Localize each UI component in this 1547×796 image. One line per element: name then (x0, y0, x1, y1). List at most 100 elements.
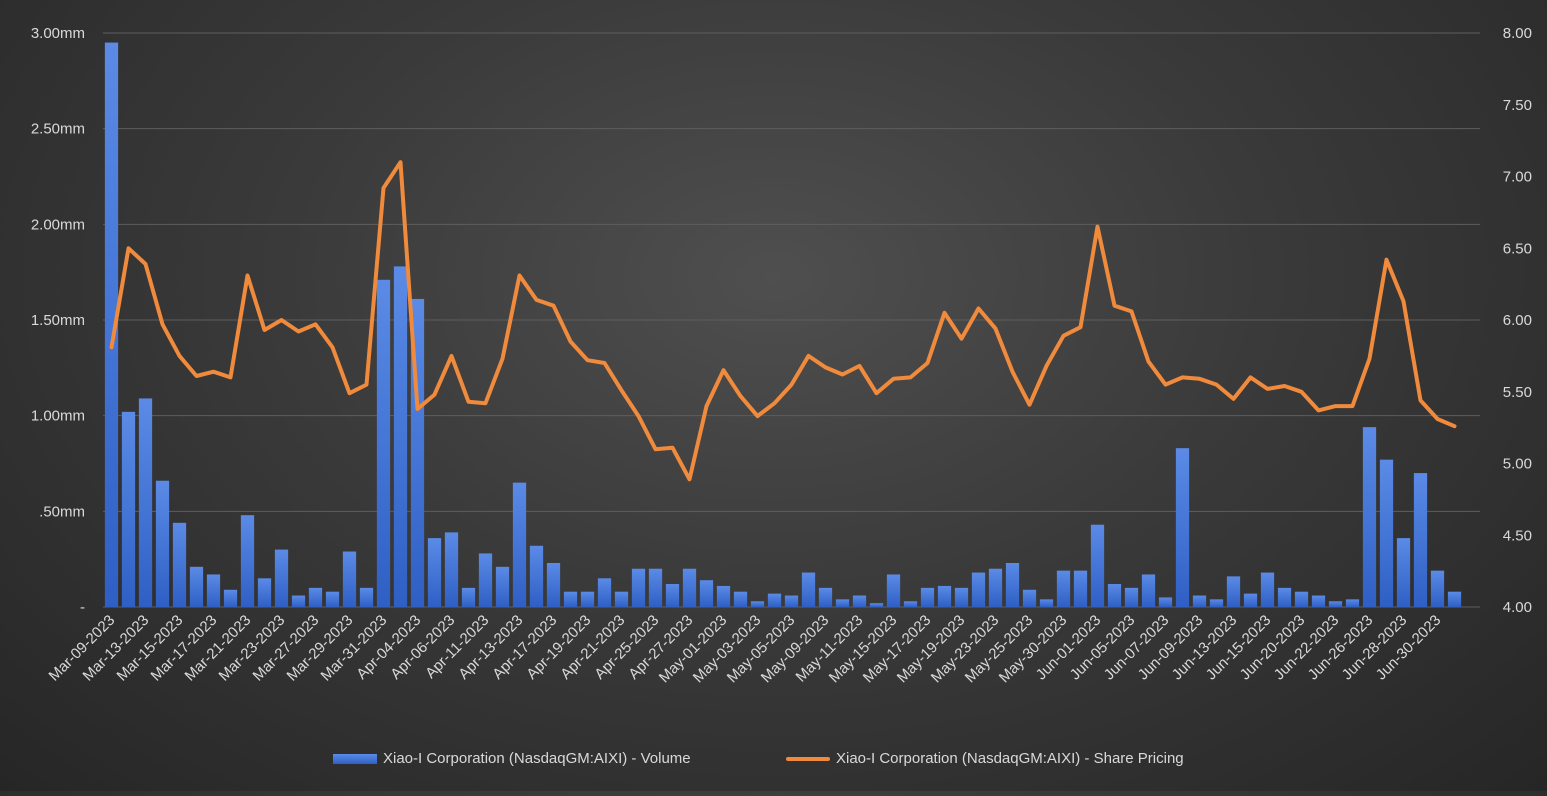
volume-bar (121, 411, 136, 607)
left-axis-tick-label: 2.50mm (31, 121, 85, 138)
volume-bar (189, 566, 204, 607)
volume-bar (308, 587, 323, 607)
volume-bar (1158, 597, 1173, 607)
volume-bar (1209, 599, 1224, 607)
legend-label-price: Xiao-I Corporation (NasdaqGM:AIXI) - Sha… (836, 750, 1184, 767)
right-axis-tick-label: 6.50 (1503, 240, 1532, 257)
volume-bar (529, 545, 544, 607)
volume-bar (1141, 574, 1156, 607)
volume-bar (257, 578, 272, 607)
left-axis-tick-label: - (80, 599, 85, 616)
legend: Xiao-I Corporation (NasdaqGM:AIXI) - Vol… (0, 750, 1547, 772)
volume-bar (1005, 562, 1020, 607)
volume-bar (461, 587, 476, 607)
volume-bar (1260, 572, 1275, 607)
volume-bar (223, 589, 238, 607)
volume-bar (1413, 473, 1428, 607)
volume-bar (1362, 427, 1377, 607)
volume-bar (835, 599, 850, 607)
volume-bar (580, 591, 595, 607)
volume-bar (206, 574, 221, 607)
price-line (109, 160, 1457, 482)
legend-item-price: Xiao-I Corporation (NasdaqGM:AIXI) - Sha… (786, 750, 1184, 767)
volume-bar (988, 568, 1003, 607)
volume-bar (1430, 570, 1445, 607)
volume-bar (291, 595, 306, 607)
legend-item-volume: Xiao-I Corporation (NasdaqGM:AIXI) - Vol… (333, 750, 691, 767)
volume-bar (1056, 570, 1071, 607)
volume-bar (716, 585, 731, 607)
volume-bar (869, 603, 884, 607)
volume-bar (546, 562, 561, 607)
volume-bar (512, 482, 527, 607)
volume-bar (1345, 599, 1360, 607)
volume-bar (240, 515, 255, 607)
volume-bar (699, 580, 714, 607)
volume-bar (1294, 591, 1309, 607)
volume-bar (342, 551, 357, 607)
left-axis-tick-label: 1.50mm (31, 312, 85, 329)
volume-bar (801, 572, 816, 607)
volume-bar (818, 587, 833, 607)
volume-bar (920, 587, 935, 607)
volume-bar (172, 522, 187, 607)
volume-bar (563, 591, 578, 607)
volume-bar (1379, 459, 1394, 607)
volume-bar (1277, 587, 1292, 607)
right-axis-tick-label: 4.00 (1503, 599, 1532, 616)
volume-bar (1175, 448, 1190, 607)
volume-bar (478, 553, 493, 607)
volume-bar (903, 601, 918, 607)
volume-bar (971, 572, 986, 607)
volume-bar (597, 578, 612, 607)
x-axis: Mar-09-2023Mar-13-2023Mar-15-2023Mar-17-… (46, 612, 1445, 687)
volume-bar (750, 601, 765, 607)
volume-bar (1396, 538, 1411, 607)
volume-bar (1124, 587, 1139, 607)
volume-bar (376, 279, 391, 607)
volume-bar (682, 568, 697, 607)
volume-bar (631, 568, 646, 607)
volume-bar (1328, 601, 1343, 607)
volume-bar (614, 591, 629, 607)
volume-bar (937, 585, 952, 607)
volume-bar (767, 593, 782, 607)
volume-bar (495, 566, 510, 607)
left-axis-tick-label: 2.00mm (31, 216, 85, 233)
right-axis-tick-label: 5.50 (1503, 384, 1532, 401)
right-axis-tick-label: 5.00 (1503, 456, 1532, 473)
volume-bar (359, 587, 374, 607)
legend-swatch-volume (333, 753, 377, 764)
volume-bar (393, 266, 408, 607)
volume-bar (886, 574, 901, 607)
volume-bar (325, 591, 340, 607)
volume-bar (954, 587, 969, 607)
volume-bar (784, 595, 799, 607)
volume-bar (1447, 591, 1462, 607)
volume-bar (138, 398, 153, 607)
volume-bar (155, 480, 170, 607)
volume-bar (1039, 599, 1054, 607)
volume-bar (104, 42, 119, 608)
volume-bar (427, 538, 442, 607)
gridlines (103, 32, 1480, 608)
price-line-layer (109, 160, 1457, 482)
volume-bars (104, 42, 1462, 608)
legend-label-volume: Xiao-I Corporation (NasdaqGM:AIXI) - Vol… (383, 750, 691, 767)
left-axis-tick-label: 1.00mm (31, 408, 85, 425)
legend-swatch-price (786, 756, 830, 761)
volume-bar (444, 532, 459, 607)
volume-bar (1226, 576, 1241, 607)
right-axis-tick-label: 7.50 (1503, 97, 1532, 114)
volume-bar (1073, 570, 1088, 607)
right-axis: 4.00 4.50 5.00 5.50 6.00 6.50 7.00 7.50 8.00 (1503, 25, 1532, 616)
volume-bar (274, 549, 289, 607)
volume-bar (733, 591, 748, 607)
volume-bar (1243, 593, 1258, 607)
left-axis: - .50mm 1.00mm 1.50mm 2.00mm 2.50mm 3.00mm (31, 25, 85, 616)
volume-bar (1192, 595, 1207, 607)
left-axis-tick-label: .50mm (39, 503, 85, 520)
right-axis-tick-label: 6.00 (1503, 312, 1532, 329)
volume-bar (852, 595, 867, 607)
